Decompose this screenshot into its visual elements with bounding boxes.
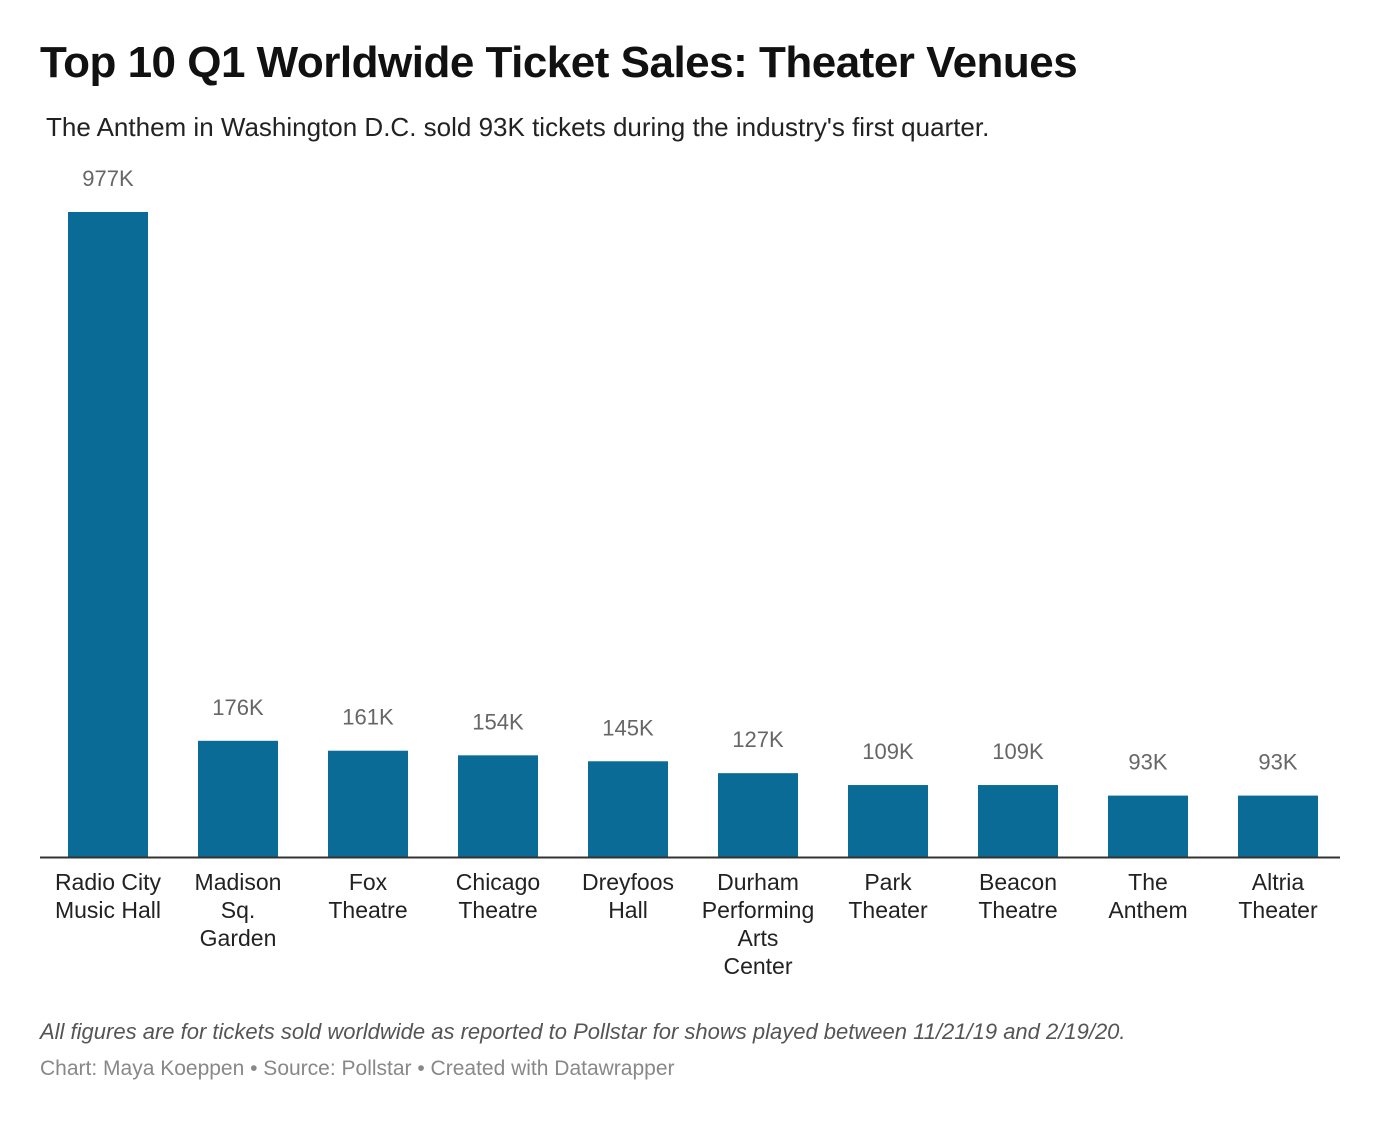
category-label: Chicago Theatre [456, 869, 540, 923]
bar [718, 773, 798, 857]
bar [328, 750, 408, 857]
category-label: Radio City Music Hall [55, 869, 162, 923]
bar [1108, 795, 1188, 857]
data-label: 93K [1128, 750, 1167, 775]
data-label: 161K [342, 705, 394, 730]
bar-chart: 977K Radio City Music Hall 176K Madison Sq. Ga… [40, 166, 1340, 979]
category-label: Durham Performing Arts Center [702, 869, 814, 979]
category-label: The Anthem [1108, 869, 1187, 923]
category-label: Park Theater [848, 869, 928, 923]
bar [848, 785, 928, 857]
data-label: 109K [862, 739, 914, 764]
category-label: Beacon Theatre [978, 869, 1057, 923]
bar [1238, 795, 1318, 857]
chart-title: Top 10 Q1 Worldwide Ticket Sales: Theate… [40, 38, 1078, 87]
category-label: Fox Theatre [328, 869, 407, 923]
data-label: 154K [472, 709, 524, 734]
byline: Chart: Maya Koeppen • Source: Pollstar •… [40, 1057, 675, 1080]
data-label: 176K [212, 695, 264, 720]
footnote: All figures are for tickets sold worldwi… [40, 1019, 1126, 1044]
data-label: 93K [1258, 750, 1297, 775]
data-label: 977K [82, 166, 134, 191]
bar [458, 755, 538, 857]
bar [978, 785, 1058, 857]
category-label: Dreyfoos Hall [582, 869, 674, 923]
data-label: 127K [732, 727, 784, 752]
data-label: 109K [992, 739, 1044, 764]
bar [588, 761, 668, 857]
bar [198, 740, 278, 857]
bar [68, 212, 148, 857]
chart-subtitle: The Anthem in Washington D.C. sold 93K t… [46, 112, 990, 142]
data-label: 145K [602, 715, 654, 740]
category-label: Altria Theater [1238, 869, 1318, 923]
category-label: Madison Sq. Garden [195, 869, 282, 951]
